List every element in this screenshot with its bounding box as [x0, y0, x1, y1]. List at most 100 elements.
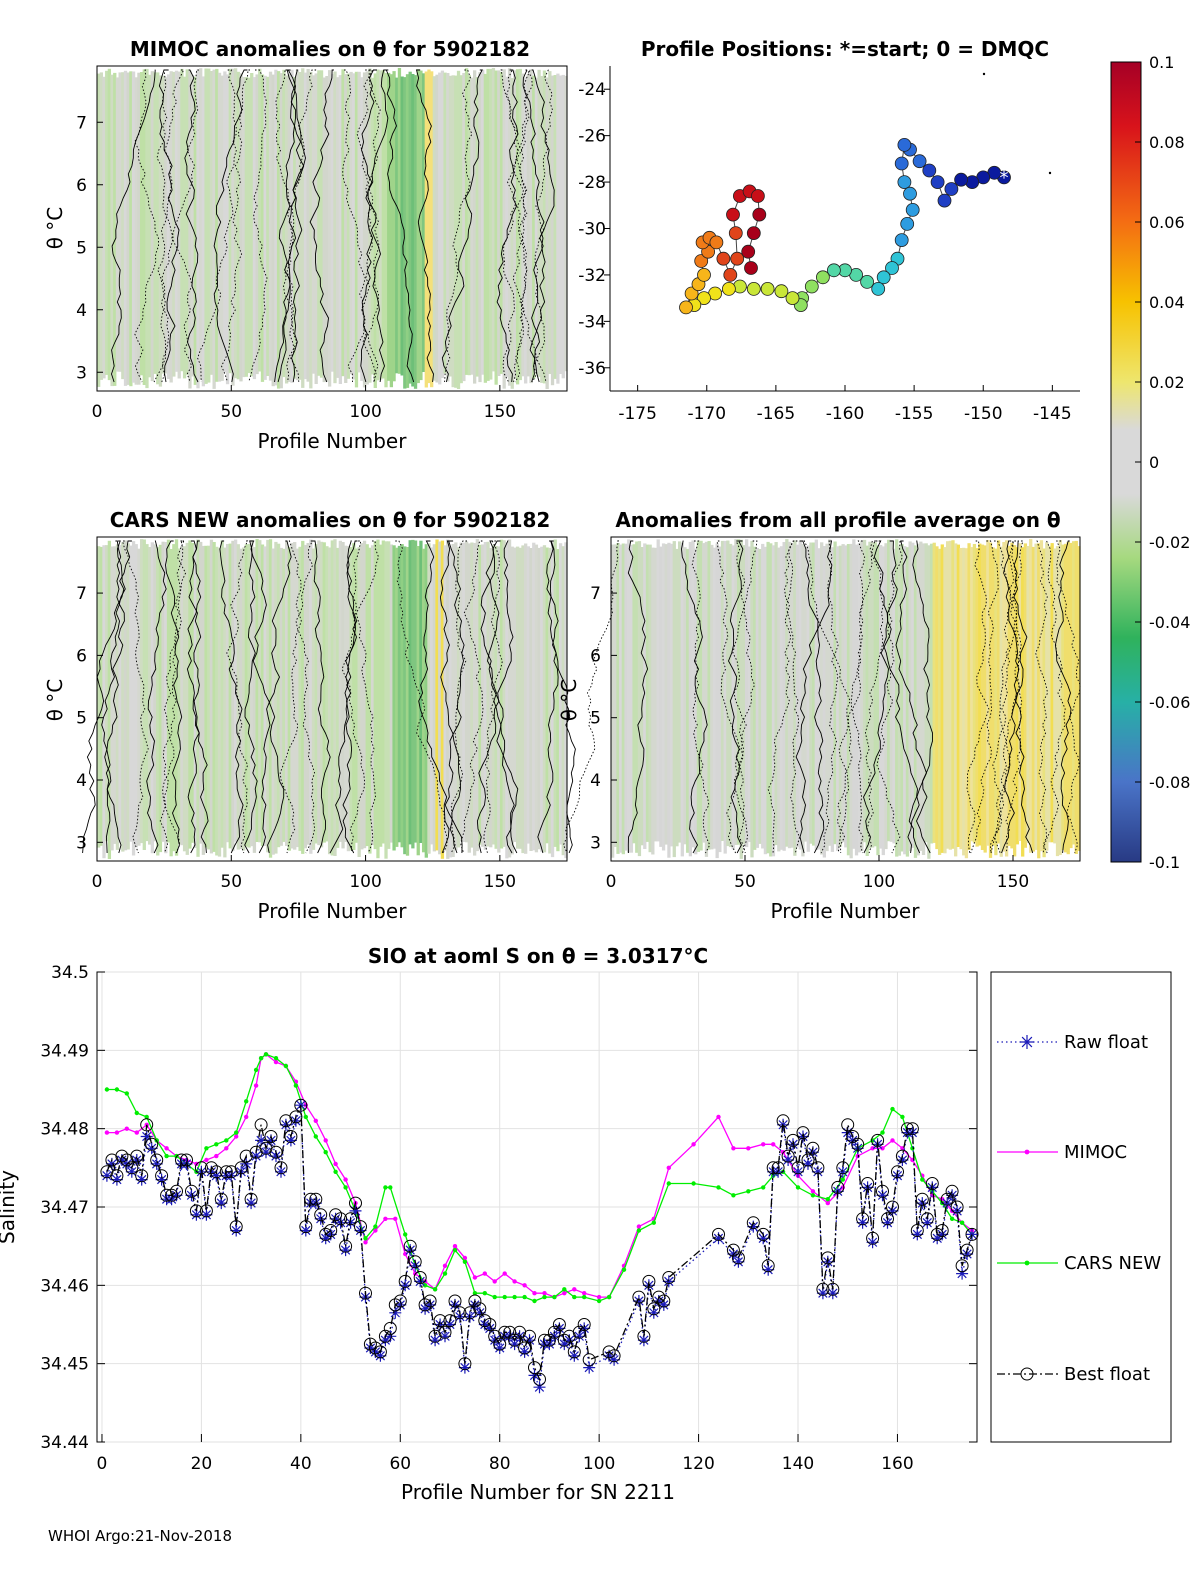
salinity-chart: SIO at aoml S on θ = 3.0317°C 0 20 40 60 80 1… [0, 944, 1172, 1504]
profile-position-marker [694, 254, 709, 268]
field-column [161, 541, 165, 842]
field-column [1063, 543, 1068, 853]
field-column [446, 73, 450, 382]
data-point-cars-new [482, 1291, 487, 1296]
field-column [139, 72, 144, 376]
field-column [376, 539, 380, 859]
field-column [1069, 542, 1073, 849]
field-column [105, 545, 109, 842]
legend-marker [1020, 1035, 1034, 1049]
field-column [967, 543, 971, 850]
xtick-label: 140 [782, 1454, 814, 1474]
field-column [621, 543, 625, 855]
data-point-raw-float [349, 1204, 362, 1217]
data-point-raw-float [936, 1228, 949, 1241]
data-point-best-float [284, 1130, 298, 1143]
contour-line [786, 540, 801, 854]
data-point-best-float [756, 1227, 770, 1241]
field-column [252, 547, 257, 853]
field-column [731, 545, 735, 850]
field-column [769, 543, 773, 857]
field-column [306, 69, 310, 382]
positions-yticks: -24 -26 -28 -30 -32 -34 -36 [578, 80, 610, 379]
data-point-raw-float [429, 1334, 442, 1347]
field-column [787, 541, 792, 849]
field-column [707, 541, 711, 850]
field-column [1074, 540, 1078, 854]
data-point-best-float [408, 1255, 422, 1269]
field-column [651, 547, 655, 855]
data-point-best-float [602, 1345, 616, 1359]
data-point-best-float [194, 1161, 208, 1175]
field-column [228, 543, 232, 849]
data-point-best-float [468, 1294, 482, 1308]
field-column [841, 544, 845, 843]
data-point-best-float [746, 1216, 760, 1230]
data-point-raw-float [608, 1353, 621, 1366]
data-point-mimoc [542, 1291, 547, 1296]
field-column [145, 544, 149, 842]
profile-position-marker [954, 172, 968, 187]
field-column [370, 77, 375, 375]
field-column [421, 548, 426, 853]
field-column [637, 541, 642, 857]
allavg-panel: Anomalies from all profile average on θ … [557, 508, 1081, 923]
field-column [553, 539, 557, 847]
field-column [795, 544, 800, 847]
field-column [427, 543, 431, 854]
contour-line [532, 69, 553, 383]
data-point-cars-new [552, 1294, 557, 1300]
field-column [448, 547, 453, 858]
field-column [215, 68, 219, 382]
contour-line [502, 69, 519, 383]
ytick-label: 3 [76, 363, 87, 383]
field-column [803, 547, 808, 842]
field-column [696, 540, 701, 852]
data-point-mimoc [373, 1228, 378, 1233]
data-point-best-float [264, 1130, 278, 1143]
data-point-mimoc [313, 1118, 318, 1124]
field-column [548, 547, 552, 854]
data-point-best-float [309, 1192, 323, 1206]
field-column [166, 74, 171, 380]
field-column [844, 545, 848, 848]
field-column [118, 72, 122, 372]
contour-line [171, 69, 199, 383]
field-column [314, 544, 318, 844]
contour-line [836, 540, 878, 854]
field-column [196, 539, 200, 857]
xtick-label: 50 [734, 872, 756, 892]
field-column [182, 546, 187, 852]
field-column [333, 71, 337, 384]
ytick-label: 7 [76, 113, 87, 133]
data-point-cars-new [810, 1193, 816, 1198]
data-point-cars-new [582, 1294, 587, 1300]
data-point-cars-new [253, 1067, 259, 1073]
contour-line [121, 540, 149, 854]
data-point-best-float [349, 1196, 362, 1210]
legend-marker [1024, 1260, 1030, 1266]
allavg-xticks: 0 50 100 150 [606, 855, 1029, 892]
cars-anomaly-field [82, 537, 576, 861]
xtick-label: 100 [583, 1454, 615, 1474]
contour-line [347, 69, 381, 383]
xtick-label: 100 [349, 402, 381, 422]
field-column [274, 541, 278, 854]
field-column [424, 544, 428, 858]
data-point-best-float [886, 1200, 899, 1214]
data-point-raw-float [279, 1118, 292, 1131]
data-point-best-float [324, 1224, 338, 1237]
field-column [1002, 542, 1006, 852]
field-column [295, 548, 300, 848]
field-column [473, 543, 477, 856]
field-column [306, 543, 310, 845]
data-point-best-float [915, 1192, 929, 1206]
data-point-raw-float [747, 1220, 760, 1233]
field-column [360, 77, 364, 381]
field-column [491, 544, 496, 845]
field-column [540, 76, 544, 383]
field-column [336, 77, 340, 378]
field-column [379, 544, 383, 847]
data-point-raw-float [782, 1154, 795, 1166]
field-column [505, 76, 509, 378]
